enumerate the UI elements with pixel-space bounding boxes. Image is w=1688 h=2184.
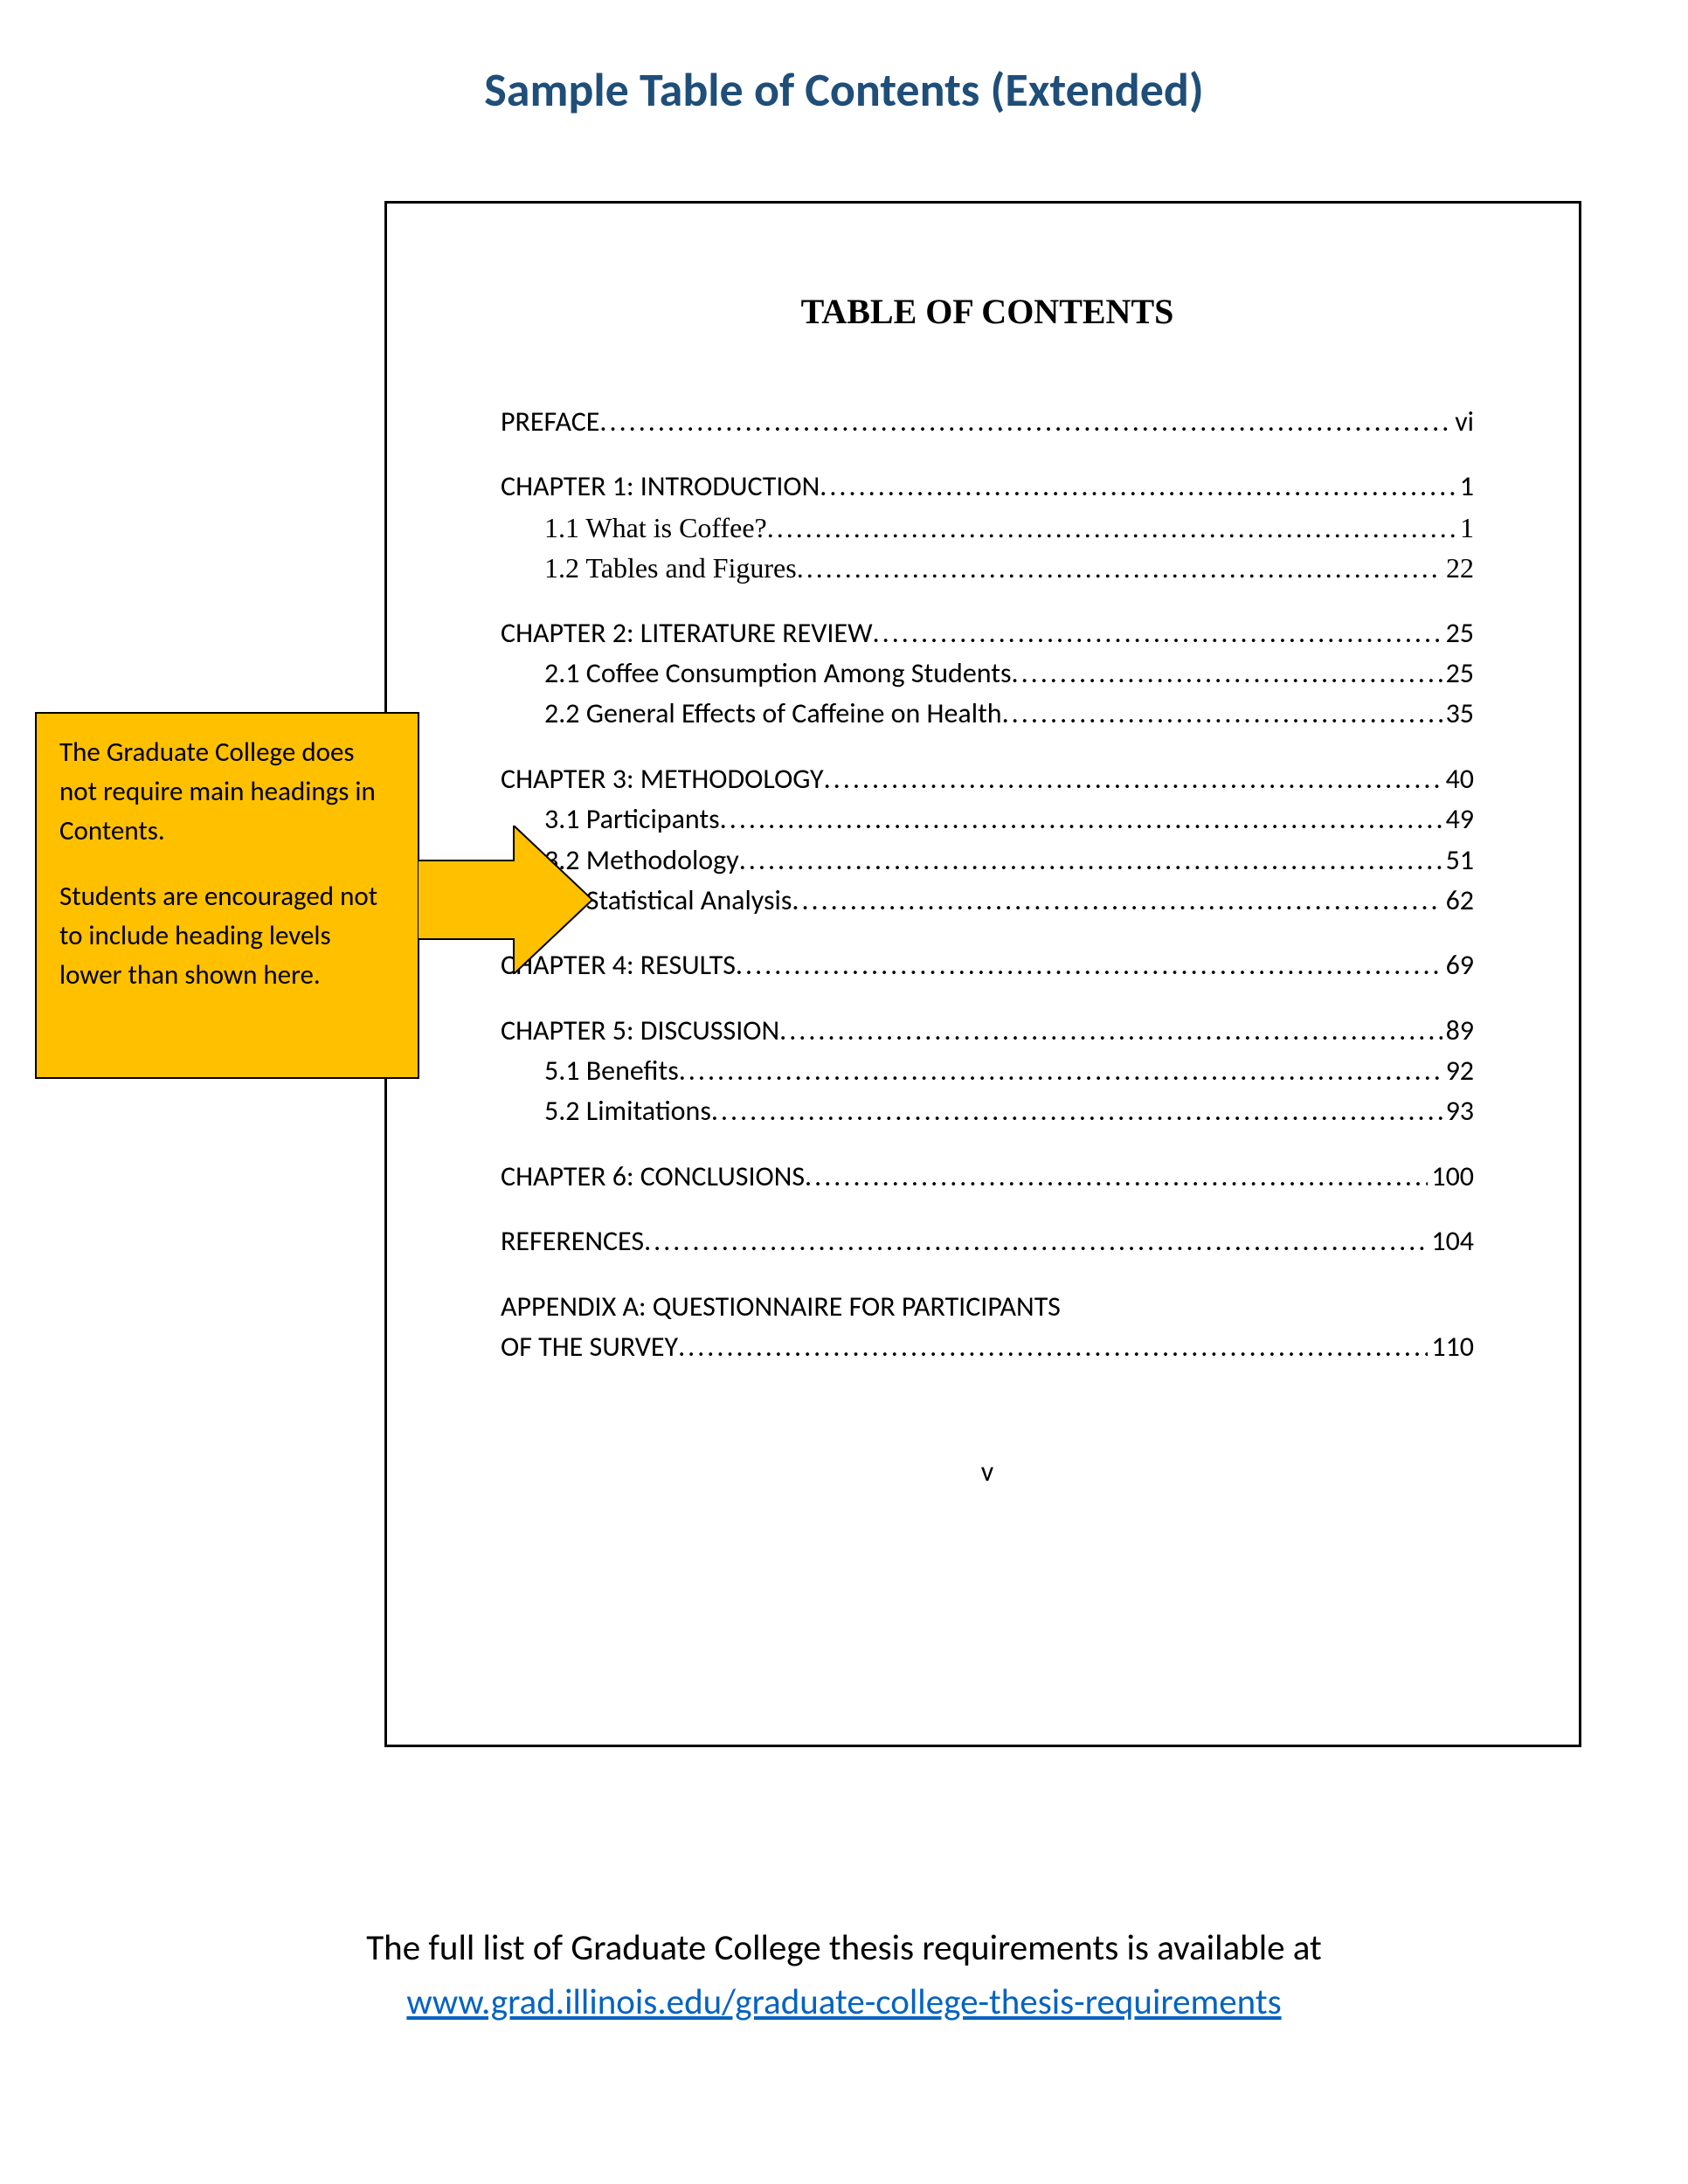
toc-label: 2.1 Coffee Consumption Among Students [544,653,1011,694]
toc-label: CHAPTER 6: CONCLUSIONS [501,1157,805,1197]
toc-entry-ch1: CHAPTER 1: INTRODUCTION 1 [501,467,1474,507]
toc-leader-dots [779,1011,1442,1051]
callout-box: The Graduate College does not require ma… [35,712,419,1079]
callout-paragraph: The Graduate College does not require ma… [59,733,395,851]
toc-entry-ch2-2: 2.2 General Effects of Caffeine on Healt… [501,694,1474,734]
page-number: v [501,1455,1474,1489]
toc-page: 40 [1442,759,1474,799]
toc-page: 69 [1442,945,1474,985]
toc-leader-dots [599,402,1451,442]
toc-label: 5.2 Limitations [544,1091,711,1131]
toc-page: 49 [1442,799,1474,840]
footer-link[interactable]: www.grad.illinois.edu/graduate-college-t… [406,1980,1281,2024]
toc-leader-dots [1002,694,1442,734]
callout-annotation: The Graduate College does not require ma… [35,712,577,1079]
toc-page: 104 [1428,1221,1474,1261]
toc-page: 89 [1442,1011,1474,1051]
toc-page: 51 [1442,840,1474,881]
toc-entry-references: REFERENCES 104 [501,1221,1474,1261]
toc-entry-ch2: CHAPTER 2: LITERATURE REVIEW 25 [501,613,1474,653]
callout-paragraph: Students are encouraged not to include h… [59,877,395,995]
toc-label: 1.2 Tables and Figures [544,548,797,588]
toc-entry-ch2-1: 2.1 Coffee Consumption Among Students 25 [501,653,1474,694]
toc-page: 35 [1442,694,1474,734]
toc-page: 25 [1442,613,1474,653]
toc-page: 93 [1442,1091,1474,1131]
toc-entry-ch3: CHAPTER 3: METHODOLOGY 40 [501,759,1474,799]
toc-page: 1 [1456,467,1474,507]
toc-page: 62 [1442,881,1474,921]
toc-page: vi [1451,402,1474,442]
toc-leader-dots [873,613,1442,653]
toc-entry-ch1-2: 1.2 Tables and Figures 22 [501,548,1474,588]
toc-entry-ch3-1: 3.1 Participants 49 [501,799,1474,840]
toc-label: 2.2 General Effects of Caffeine on Healt… [544,694,1002,734]
toc-entry-preface: PREFACE vi [501,402,1474,442]
toc-page: 22 [1442,548,1474,588]
toc-entry-ch4: CHAPTER 4: RESULTS 69 [501,945,1474,985]
toc-entry-appendix-line2: OF THE SURVEY 110 [501,1327,1474,1367]
toc-entry-appendix-line1: APPENDIX A: QUESTIONNAIRE FOR PARTICIPAN… [501,1287,1474,1327]
toc-label: REFERENCES [501,1221,644,1261]
toc-leader-dots [679,1051,1442,1091]
toc-label: PREFACE [501,402,599,442]
arrow-right-icon [418,826,592,974]
toc-label: APPENDIX A: QUESTIONNAIRE FOR PARTICIPAN… [501,1287,1061,1327]
toc-entry-ch3-2: 3.2 Methodology 51 [501,840,1474,881]
toc-label: 1.1 What is Coffee? [544,508,767,548]
toc-leader-dots [739,840,1442,881]
toc-heading: TABLE OF CONTENTS [501,291,1474,332]
toc-page: 25 [1442,653,1474,694]
footer-sentence: The full list of Graduate College thesis… [366,1926,1322,1970]
toc-entry-ch5-1: 5.1 Benefits 92 [501,1051,1474,1091]
toc-label: CHAPTER 2: LITERATURE REVIEW [501,613,873,653]
toc-leader-dots [720,799,1442,840]
toc-entry-ch5: CHAPTER 5: DISCUSSION 89 [501,1011,1474,1051]
footer-text: The full list of Graduate College thesis… [0,1922,1688,2029]
toc-page: 110 [1428,1327,1474,1367]
toc-leader-dots [805,1157,1428,1197]
toc-leader-dots [792,881,1442,921]
toc-entry-ch3-3: 3.3 Statistical Analysis 62 [501,881,1474,921]
toc-leader-dots [820,467,1456,507]
toc-leader-dots [1011,653,1442,694]
toc-label: OF THE SURVEY [501,1327,678,1367]
toc-leader-dots [711,1091,1442,1131]
toc-page: 92 [1442,1051,1474,1091]
toc-entry-ch5-2: 5.2 Limitations 93 [501,1091,1474,1131]
toc-entry-ch6: CHAPTER 6: CONCLUSIONS 100 [501,1157,1474,1197]
toc-label: CHAPTER 1: INTRODUCTION [501,467,820,507]
toc-leader-dots [644,1221,1428,1261]
toc-leader-dots [824,759,1442,799]
toc-page: 1 [1456,508,1474,548]
toc-leader-dots [797,548,1442,588]
toc-leader-dots [678,1327,1428,1367]
toc-leader-dots [736,945,1442,985]
toc-page: 100 [1428,1157,1474,1197]
toc-leader-dots [767,508,1456,548]
toc-entry-ch1-1: 1.1 What is Coffee? 1 [501,508,1474,548]
page-title: Sample Table of Contents (Extended) [0,61,1688,119]
